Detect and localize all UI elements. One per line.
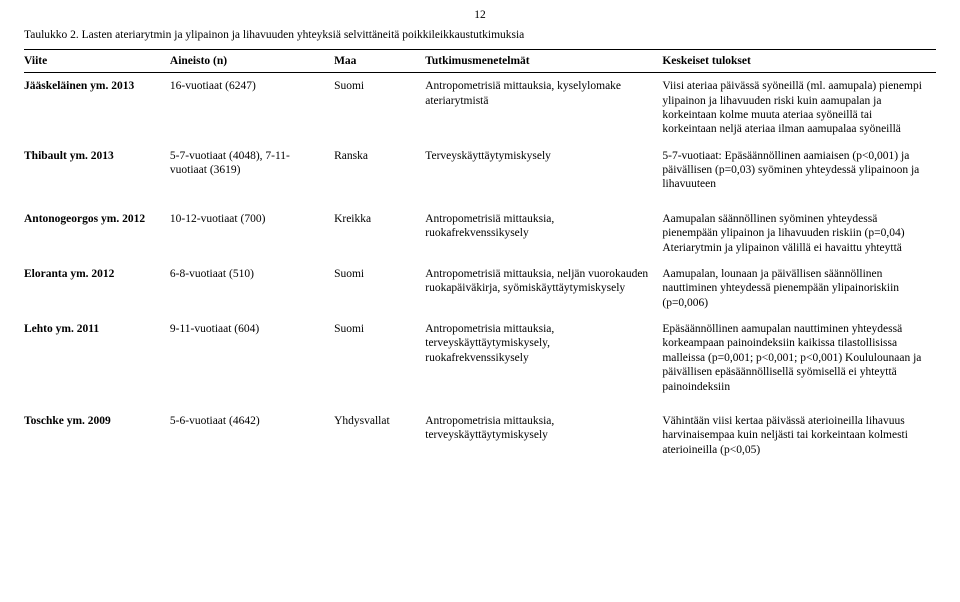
cell-menetelmat: Antropometrisia mittauksia, terveyskäytt… <box>425 400 662 463</box>
study-table: Viite Aineisto (n) Maa Tutkimusmenetelmä… <box>24 49 936 463</box>
cell-viite: Jääskeläinen ym. 2013 <box>24 73 170 143</box>
page-container: 12 Taulukko 2. Lasten ateriarytmin ja yl… <box>0 0 960 602</box>
cell-maa: Yhdysvallat <box>334 400 425 463</box>
cell-aineisto: 5-7-vuotiaat (4048), 7-11-vuotiaat (3619… <box>170 143 334 198</box>
cell-maa: Suomi <box>334 73 425 143</box>
col-tulokset: Keskeiset tulokset <box>662 49 936 72</box>
cell-aineisto: 10-12-vuotiaat (700) <box>170 198 334 261</box>
cell-tulokset: Vähintään viisi kertaa päivässä aterioin… <box>662 400 936 463</box>
cell-aineisto: 5-6-vuotiaat (4642) <box>170 400 334 463</box>
cell-menetelmat: Terveyskäyttäytymiskysely <box>425 143 662 198</box>
cell-maa: Suomi <box>334 261 425 316</box>
cell-viite: Antonogeorgos ym. 2012 <box>24 198 170 261</box>
cell-viite: Eloranta ym. 2012 <box>24 261 170 316</box>
table-header-row: Viite Aineisto (n) Maa Tutkimusmenetelmä… <box>24 49 936 72</box>
cell-aineisto: 9-11-vuotiaat (604) <box>170 316 334 400</box>
cell-tulokset: Aamupalan säännöllinen syöminen yhteydes… <box>662 198 936 261</box>
cell-maa: Suomi <box>334 316 425 400</box>
col-aineisto: Aineisto (n) <box>170 49 334 72</box>
table-row: Thibault ym. 2013 5-7-vuotiaat (4048), 7… <box>24 143 936 198</box>
table-row: Antonogeorgos ym. 2012 10-12-vuotiaat (7… <box>24 198 936 261</box>
cell-viite: Toschke ym. 2009 <box>24 400 170 463</box>
cell-menetelmat: Antropometrisiä mittauksia, kyselylomake… <box>425 73 662 143</box>
cell-tulokset: Viisi ateriaa päivässä syöneillä (ml. aa… <box>662 73 936 143</box>
cell-menetelmat: Antropometrisiä mittauksia, ruokafrekven… <box>425 198 662 261</box>
table-row: Toschke ym. 2009 5-6-vuotiaat (4642) Yhd… <box>24 400 936 463</box>
table-row: Jääskeläinen ym. 2013 16-vuotiaat (6247)… <box>24 73 936 143</box>
cell-viite: Lehto ym. 2011 <box>24 316 170 400</box>
cell-aineisto: 16-vuotiaat (6247) <box>170 73 334 143</box>
col-maa: Maa <box>334 49 425 72</box>
cell-menetelmat: Antropometrisiä mittauksia, neljän vuoro… <box>425 261 662 316</box>
table-row: Eloranta ym. 2012 6-8-vuotiaat (510) Suo… <box>24 261 936 316</box>
col-menetelmat: Tutkimusmenetelmät <box>425 49 662 72</box>
table-title: Taulukko 2. Lasten ateriarytmin ja ylipa… <box>24 28 936 42</box>
cell-menetelmat: Antropometrisia mittauksia, terveyskäytt… <box>425 316 662 400</box>
cell-maa: Ranska <box>334 143 425 198</box>
table-row: Lehto ym. 2011 9-11-vuotiaat (604) Suomi… <box>24 316 936 400</box>
cell-aineisto: 6-8-vuotiaat (510) <box>170 261 334 316</box>
cell-tulokset: 5-7-vuotiaat: Epäsäännöllinen aamiaisen … <box>662 143 936 198</box>
page-number: 12 <box>24 8 936 22</box>
cell-tulokset: Aamupalan, lounaan ja päivällisen säännö… <box>662 261 936 316</box>
cell-viite: Thibault ym. 2013 <box>24 143 170 198</box>
cell-maa: Kreikka <box>334 198 425 261</box>
cell-tulokset: Epäsäännöllinen aamupalan nauttiminen yh… <box>662 316 936 400</box>
col-viite: Viite <box>24 49 170 72</box>
